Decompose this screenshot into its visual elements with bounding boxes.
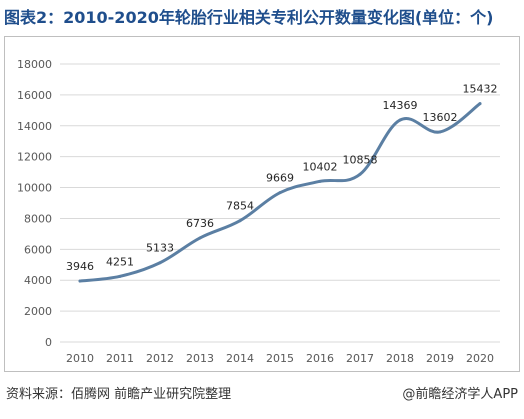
data-label: 9669 bbox=[266, 172, 294, 185]
series-layer bbox=[78, 102, 482, 283]
y-tick-label: 6000 bbox=[24, 243, 52, 256]
x-tick-label: 2015 bbox=[266, 352, 294, 365]
x-tick-label: 2012 bbox=[146, 352, 174, 365]
data-label: 15432 bbox=[463, 83, 498, 96]
x-tick-label: 2019 bbox=[426, 352, 454, 365]
y-tick-label: 16000 bbox=[17, 89, 52, 102]
data-point bbox=[358, 172, 362, 176]
label-layer: 3946 4251 5133 6736 7854 9669 10402 10858 14369 1… bbox=[66, 83, 498, 273]
y-tick-label: 4000 bbox=[24, 274, 52, 287]
x-tick-label: 2016 bbox=[306, 352, 334, 365]
x-tick-label: 2014 bbox=[226, 352, 254, 365]
x-tick-label: 2011 bbox=[106, 352, 134, 365]
data-label: 10402 bbox=[303, 160, 338, 173]
axis-layer: 0 2000 4000 6000 8000 10000 12000 14000 16000 180… bbox=[17, 58, 494, 365]
y-tick-label: 2000 bbox=[24, 305, 52, 318]
y-tick-label: 10000 bbox=[17, 182, 52, 195]
data-point bbox=[318, 179, 322, 183]
data-label: 5133 bbox=[146, 242, 174, 255]
data-label: 13602 bbox=[423, 111, 458, 124]
y-tick-label: 18000 bbox=[17, 58, 52, 71]
x-tick-label: 2017 bbox=[346, 352, 374, 365]
line-chart: 0 2000 4000 6000 8000 10000 12000 14000 16000 180… bbox=[17, 58, 500, 365]
data-point bbox=[478, 102, 482, 106]
data-label: 14369 bbox=[383, 99, 418, 112]
y-tick-label: 14000 bbox=[17, 120, 52, 133]
data-point bbox=[158, 261, 162, 265]
brand-credit: @前瞻经济学人APP bbox=[402, 387, 518, 402]
data-label: 10858 bbox=[343, 153, 378, 166]
data-point bbox=[238, 219, 242, 223]
x-tick-label: 2020 bbox=[466, 352, 494, 365]
chart-title: 图表2：2010-2020年轮胎行业相关专利公开数量变化图(单位：个) bbox=[4, 8, 494, 27]
data-label: 7854 bbox=[226, 200, 254, 213]
data-point bbox=[278, 191, 282, 195]
data-label: 4251 bbox=[106, 255, 134, 268]
source-note: 资料来源：佰腾网 前瞻产业研究院整理 bbox=[6, 387, 232, 402]
grid-layer bbox=[60, 63, 500, 343]
x-tick-label: 2018 bbox=[386, 352, 414, 365]
data-point bbox=[78, 279, 82, 283]
data-point bbox=[438, 130, 442, 134]
data-label: 6736 bbox=[186, 217, 214, 230]
data-point bbox=[198, 236, 202, 240]
y-tick-label: 8000 bbox=[24, 212, 52, 225]
data-point bbox=[118, 274, 122, 278]
x-tick-label: 2010 bbox=[66, 352, 94, 365]
data-point bbox=[398, 118, 402, 122]
x-tick-label: 2013 bbox=[186, 352, 214, 365]
y-tick-label: 12000 bbox=[17, 151, 52, 164]
data-label: 3946 bbox=[66, 260, 94, 273]
y-tick-label: 0 bbox=[45, 336, 52, 349]
